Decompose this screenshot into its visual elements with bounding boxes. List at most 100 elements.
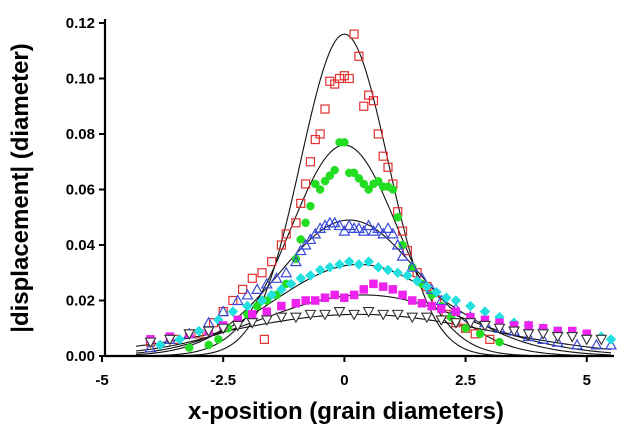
data-point bbox=[417, 299, 427, 308]
y-tick-label: 0.00 bbox=[66, 348, 95, 365]
data-point bbox=[252, 301, 262, 311]
data-point bbox=[349, 290, 359, 300]
data-point bbox=[320, 176, 330, 186]
data-point bbox=[267, 257, 277, 267]
data-point bbox=[485, 334, 495, 344]
data-point bbox=[522, 329, 535, 340]
data-point bbox=[301, 179, 311, 189]
data-point bbox=[324, 261, 336, 273]
data-point bbox=[344, 73, 354, 84]
data-point bbox=[364, 185, 373, 194]
series-2 bbox=[144, 216, 618, 353]
data-point bbox=[310, 134, 320, 145]
data-point bbox=[320, 104, 330, 114]
data-point bbox=[183, 329, 196, 340]
data-point bbox=[353, 259, 365, 270]
data-point bbox=[431, 286, 442, 298]
y-axis-title: |displacement| (diameter) bbox=[7, 43, 34, 333]
data-point bbox=[378, 282, 388, 291]
data-point bbox=[231, 294, 244, 306]
y-tick-label: 0.08 bbox=[66, 126, 95, 143]
data-point bbox=[339, 71, 349, 81]
data-point bbox=[391, 238, 404, 250]
data-point bbox=[475, 329, 485, 339]
data-point bbox=[396, 249, 409, 261]
data-point bbox=[296, 198, 306, 208]
data-point bbox=[334, 73, 345, 84]
data-point bbox=[383, 162, 393, 172]
data-point bbox=[314, 222, 327, 233]
data-point bbox=[551, 335, 564, 347]
data-point bbox=[291, 218, 301, 228]
data-point bbox=[362, 219, 375, 231]
data-point bbox=[566, 332, 579, 343]
data-point bbox=[320, 293, 330, 302]
data-point bbox=[291, 299, 301, 308]
data-point bbox=[256, 295, 268, 306]
data-point bbox=[262, 307, 272, 316]
data-point bbox=[185, 343, 194, 352]
data-point bbox=[340, 138, 349, 147]
data-point bbox=[382, 264, 394, 276]
data-point bbox=[397, 226, 408, 236]
data-point bbox=[415, 272, 428, 283]
data-point bbox=[605, 333, 617, 345]
data-point bbox=[377, 309, 390, 321]
x-axis-title: x-position (grain diameters) bbox=[188, 398, 504, 425]
data-point bbox=[295, 272, 307, 284]
data-point bbox=[357, 224, 370, 236]
data-point bbox=[330, 79, 340, 89]
data-point bbox=[301, 218, 310, 228]
data-point bbox=[285, 278, 297, 290]
data-point bbox=[174, 333, 185, 345]
x-tick-label: 2.5 bbox=[455, 372, 476, 389]
data-point bbox=[368, 96, 379, 106]
data-point bbox=[289, 255, 302, 267]
data-point bbox=[435, 315, 448, 327]
x-tick-label: -2.5 bbox=[210, 372, 236, 389]
data-point bbox=[537, 333, 550, 344]
data-point bbox=[311, 296, 320, 305]
data-point bbox=[277, 301, 286, 311]
fit-curve-3 bbox=[135, 263, 612, 356]
data-point bbox=[193, 325, 205, 337]
data-point bbox=[354, 51, 364, 61]
data-point bbox=[275, 312, 288, 324]
data-point bbox=[406, 260, 419, 272]
data-point bbox=[251, 283, 264, 294]
data-point bbox=[296, 235, 306, 244]
data-point bbox=[330, 165, 339, 175]
data-point bbox=[257, 268, 267, 278]
data-point bbox=[318, 219, 332, 231]
data-point bbox=[315, 185, 325, 194]
data-point bbox=[373, 129, 383, 139]
data-point bbox=[217, 323, 230, 335]
data-point bbox=[407, 296, 417, 305]
series-3 bbox=[154, 256, 617, 351]
data-point bbox=[144, 337, 157, 349]
data-point bbox=[495, 337, 504, 347]
data-point bbox=[508, 326, 520, 338]
y-tick-label: 0.02 bbox=[66, 293, 95, 310]
axes bbox=[103, 19, 614, 358]
data-point bbox=[437, 304, 446, 314]
data-point bbox=[571, 338, 584, 350]
data-point bbox=[354, 174, 364, 183]
data-point bbox=[259, 334, 269, 344]
data-point bbox=[524, 321, 533, 330]
data-point bbox=[479, 320, 491, 332]
ticks: -5 -2.5 0 2.5 5 0.00 0.02 0.04 0.06 0.08 0.10 0.12 bbox=[66, 15, 591, 389]
y-tick-label: 0.04 bbox=[66, 237, 96, 254]
data-point bbox=[214, 335, 223, 344]
data-point bbox=[388, 185, 398, 194]
data-point bbox=[281, 229, 291, 239]
data-point bbox=[362, 307, 375, 318]
x-tick-label: 5 bbox=[583, 372, 591, 389]
data-point bbox=[465, 300, 476, 312]
data-point bbox=[595, 334, 608, 346]
data-point bbox=[398, 290, 407, 300]
data-point bbox=[374, 176, 383, 186]
data-point bbox=[301, 296, 310, 305]
data-point bbox=[343, 219, 356, 231]
data-point bbox=[461, 324, 470, 333]
